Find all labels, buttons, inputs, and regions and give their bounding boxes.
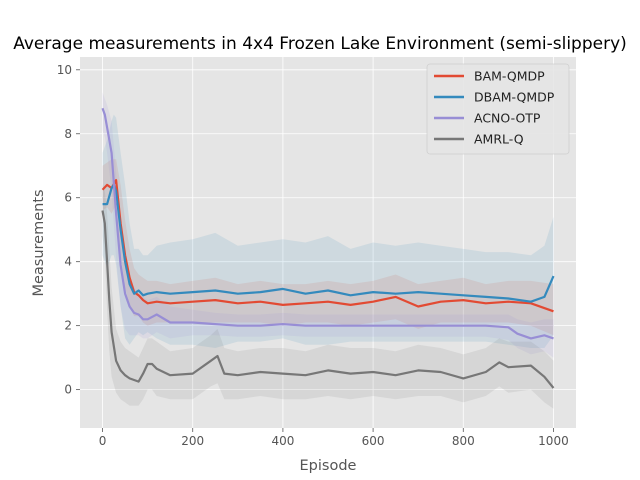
y-tick-label: 4: [64, 255, 72, 269]
series-line-amrl-q: [101, 210, 555, 389]
y-tick-label: 2: [64, 319, 72, 333]
legend-label-acno-otp: ACNO-OTP: [474, 111, 541, 126]
series-line-dbam-qmdp: [102, 183, 555, 303]
y-tick-label: 0: [64, 383, 72, 397]
x-tick-label: 400: [271, 434, 294, 448]
x-axis-ticks: 0 200 400 600 800 1000: [99, 428, 569, 448]
series-line-acno-otp: [101, 107, 554, 340]
x-tick-label: 1000: [538, 434, 569, 448]
band-acno-otp: [102, 92, 554, 358]
band-amrl-q: [102, 184, 554, 409]
legend-label-bam-qmdp: BAM-QMDP: [474, 69, 545, 84]
chart-title: Average measurements in 4x4 Frozen Lake …: [13, 34, 627, 54]
legend-label-amrl-q: AMRL-Q: [474, 132, 524, 147]
legend: BAM-QMDP DBAM-QMDP ACNO-OTP AMRL-Q: [426, 63, 570, 155]
y-axis-ticks: 0 2 4 6 8 10: [57, 63, 80, 397]
x-tick-label: 800: [452, 434, 475, 448]
series-lines: [101, 107, 555, 389]
legend-label-dbam-qmdp: DBAM-QMDP: [474, 90, 555, 105]
x-tick-label: 0: [99, 434, 107, 448]
y-tick-label: 6: [64, 191, 72, 205]
y-tick-label: 10: [57, 63, 72, 77]
x-tick-label: 200: [181, 434, 204, 448]
y-axis-label: Measurements: [31, 189, 47, 296]
x-axis-label: Episode: [300, 458, 357, 474]
y-tick-label: 8: [64, 127, 72, 141]
legend-frame: [426, 63, 570, 155]
x-tick-label: 600: [362, 434, 385, 448]
